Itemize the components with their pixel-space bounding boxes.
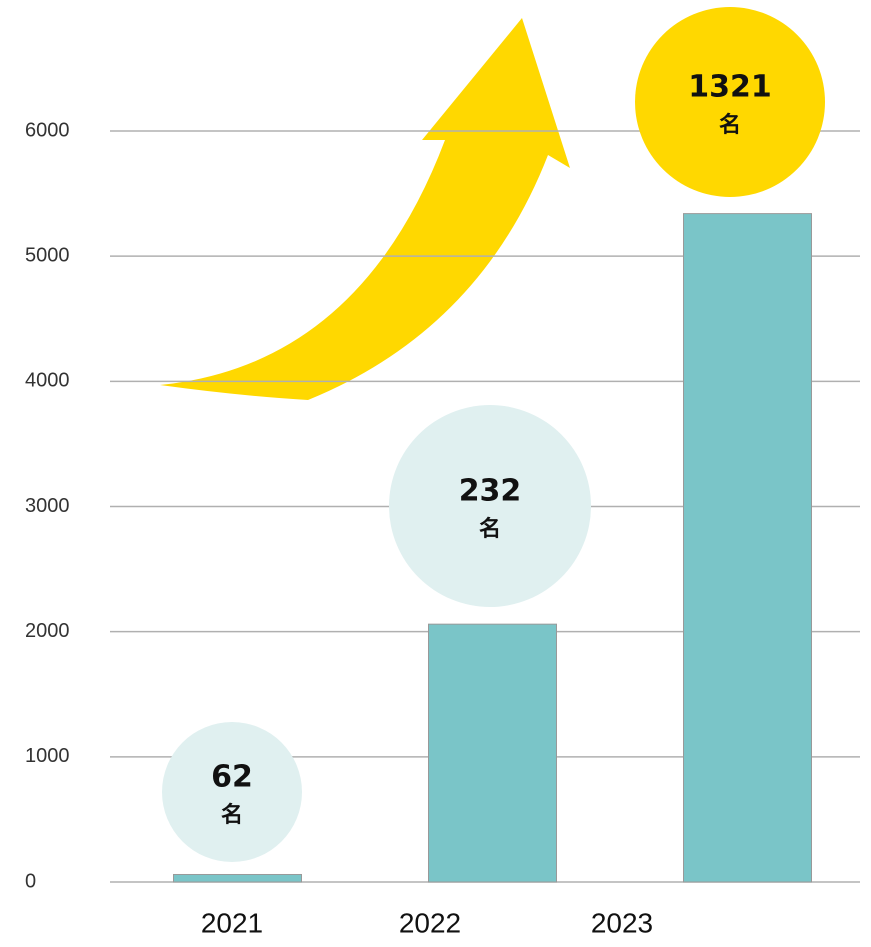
annotation-circle xyxy=(389,405,591,607)
x-tick-label: 2023 xyxy=(591,907,653,938)
bar xyxy=(173,873,302,883)
annotation-circle xyxy=(635,7,825,197)
bar xyxy=(428,623,557,883)
bar xyxy=(683,213,812,883)
y-tick-label: 4000 xyxy=(25,370,70,392)
y-tick-label: 5000 xyxy=(25,244,70,266)
y-tick-label: 6000 xyxy=(25,119,70,141)
y-tick-label: 3000 xyxy=(25,495,70,517)
y-tick-label: 2000 xyxy=(25,620,70,642)
annotation-number: 1321 xyxy=(688,70,772,105)
x-tick-label: 2022 xyxy=(399,907,461,938)
annotation-number: 232 xyxy=(459,474,522,509)
annotation-unit: 名 xyxy=(479,516,501,542)
growth-arrow xyxy=(160,18,570,400)
annotation-number: 62 xyxy=(211,760,253,795)
y-tick-label: 1000 xyxy=(25,745,70,767)
y-tick-label: 0 xyxy=(25,870,36,892)
x-tick-label: 2021 xyxy=(201,907,263,938)
annotation-unit: 名 xyxy=(719,112,741,138)
annotation-circle xyxy=(162,722,302,862)
annotation-unit: 名 xyxy=(221,802,243,828)
